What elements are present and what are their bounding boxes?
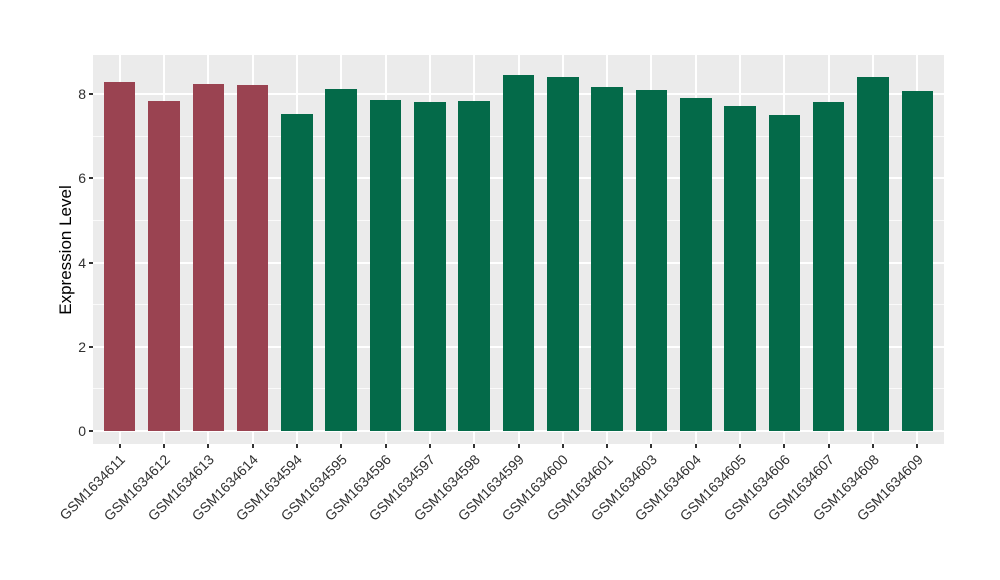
- y-tick-mark: [89, 345, 93, 348]
- x-tick-mark: [650, 444, 653, 448]
- bar-GSM1634607: [813, 101, 845, 431]
- x-tick-mark: [118, 444, 121, 448]
- bar-GSM1634595: [325, 89, 357, 431]
- y-major-gridline: [93, 429, 944, 432]
- y-tick-label: 2: [78, 338, 86, 355]
- y-axis-title: Expression Level: [56, 185, 75, 315]
- plot-panel: [93, 55, 944, 444]
- x-tick-mark: [428, 444, 431, 448]
- bar-GSM1634608: [857, 76, 889, 431]
- x-tick-mark: [783, 444, 786, 448]
- bar-GSM1634603: [635, 89, 668, 431]
- x-tick-mark: [340, 444, 343, 448]
- y-tick-mark: [89, 177, 93, 180]
- bar-GSM1634594: [281, 113, 313, 431]
- y-tick-label: 6: [78, 170, 86, 187]
- bar-GSM1634599: [502, 74, 535, 431]
- x-tick-mark: [295, 444, 298, 448]
- bar-GSM1634609: [901, 90, 934, 431]
- x-tick-mark: [207, 444, 210, 448]
- x-tick-mark: [561, 444, 564, 448]
- bar-GSM1634614: [236, 84, 269, 431]
- bar-GSM1634597: [414, 102, 446, 431]
- y-tick-label: 0: [78, 422, 86, 439]
- x-tick-mark: [916, 444, 919, 448]
- x-tick-mark: [694, 444, 697, 448]
- x-tick-mark: [473, 444, 476, 448]
- bar-GSM1634612: [148, 100, 180, 431]
- y-tick-mark: [89, 429, 93, 432]
- bar-GSM1634604: [680, 98, 712, 431]
- bar-GSM1634606: [768, 114, 801, 431]
- x-tick-mark: [872, 444, 875, 448]
- bar-GSM1634605: [724, 106, 756, 431]
- x-tick-mark: [251, 444, 254, 448]
- x-tick-mark: [517, 444, 520, 448]
- y-tick-label: 4: [78, 254, 86, 271]
- x-tick-mark: [739, 444, 742, 448]
- bar-GSM1634598: [458, 100, 490, 431]
- x-tick-mark: [384, 444, 387, 448]
- bar-GSM1634600: [547, 76, 579, 431]
- x-tick-mark: [606, 444, 609, 448]
- y-tick-mark: [89, 261, 93, 264]
- y-tick-label: 8: [78, 86, 86, 103]
- x-tick-mark: [162, 444, 165, 448]
- y-tick-mark: [89, 93, 93, 96]
- bar-GSM1634596: [369, 100, 402, 431]
- x-tick-mark: [827, 444, 830, 448]
- bar-GSM1634611: [103, 82, 136, 431]
- bar-GSM1634601: [591, 86, 623, 431]
- bar-GSM1634613: [192, 83, 224, 431]
